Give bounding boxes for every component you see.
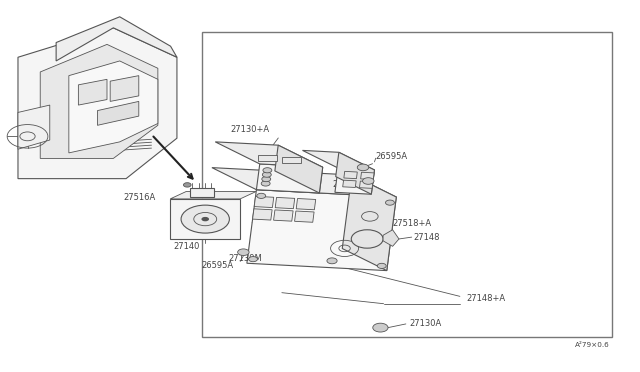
Polygon shape	[342, 180, 356, 187]
Polygon shape	[254, 196, 274, 208]
Circle shape	[257, 193, 266, 198]
Text: 27148: 27148	[413, 232, 440, 242]
Polygon shape	[257, 164, 323, 193]
Polygon shape	[69, 61, 158, 153]
Polygon shape	[275, 198, 295, 209]
Text: 27140: 27140	[173, 242, 199, 251]
Bar	[282, 157, 301, 163]
Circle shape	[263, 168, 272, 173]
Polygon shape	[336, 152, 374, 194]
Polygon shape	[215, 142, 323, 167]
Bar	[202, 32, 612, 337]
Polygon shape	[18, 105, 50, 149]
Circle shape	[181, 205, 229, 233]
Polygon shape	[275, 145, 323, 193]
Circle shape	[327, 258, 337, 264]
Circle shape	[372, 323, 388, 332]
Text: 27148+A: 27148+A	[467, 294, 506, 303]
Circle shape	[184, 183, 191, 187]
Text: A²79×0.6: A²79×0.6	[575, 342, 609, 348]
Polygon shape	[342, 175, 396, 270]
Polygon shape	[170, 192, 256, 199]
Circle shape	[262, 172, 271, 177]
Circle shape	[363, 178, 374, 184]
Polygon shape	[212, 168, 396, 197]
Circle shape	[385, 200, 394, 205]
Text: 27130+A: 27130+A	[230, 125, 269, 134]
Polygon shape	[18, 28, 177, 179]
Circle shape	[261, 181, 270, 186]
Polygon shape	[383, 230, 399, 246]
Text: 27139M: 27139M	[228, 254, 262, 263]
Polygon shape	[97, 102, 139, 125]
Polygon shape	[296, 199, 316, 210]
Polygon shape	[191, 188, 214, 197]
Polygon shape	[294, 211, 314, 222]
Bar	[258, 155, 277, 161]
Circle shape	[357, 164, 369, 171]
Text: 26595A: 26595A	[376, 152, 408, 161]
Text: 27518+A: 27518+A	[393, 219, 432, 228]
Text: 27516A: 27516A	[124, 193, 156, 202]
Polygon shape	[360, 172, 374, 180]
Polygon shape	[335, 168, 374, 194]
Polygon shape	[360, 181, 373, 188]
Circle shape	[262, 176, 271, 182]
Text: 27130A: 27130A	[409, 320, 441, 328]
Circle shape	[248, 257, 257, 262]
Polygon shape	[253, 209, 272, 220]
Circle shape	[237, 249, 249, 256]
Polygon shape	[110, 76, 139, 102]
Polygon shape	[344, 171, 357, 179]
Polygon shape	[303, 150, 374, 170]
Circle shape	[202, 217, 209, 221]
Polygon shape	[247, 190, 396, 270]
Polygon shape	[78, 79, 107, 105]
Text: 27663R: 27663R	[333, 180, 365, 189]
Bar	[170, 199, 240, 239]
Text: 26595A: 26595A	[202, 260, 234, 270]
Circle shape	[378, 263, 386, 269]
Polygon shape	[56, 17, 177, 61]
Polygon shape	[40, 44, 158, 158]
Circle shape	[351, 230, 383, 248]
Polygon shape	[273, 210, 293, 221]
